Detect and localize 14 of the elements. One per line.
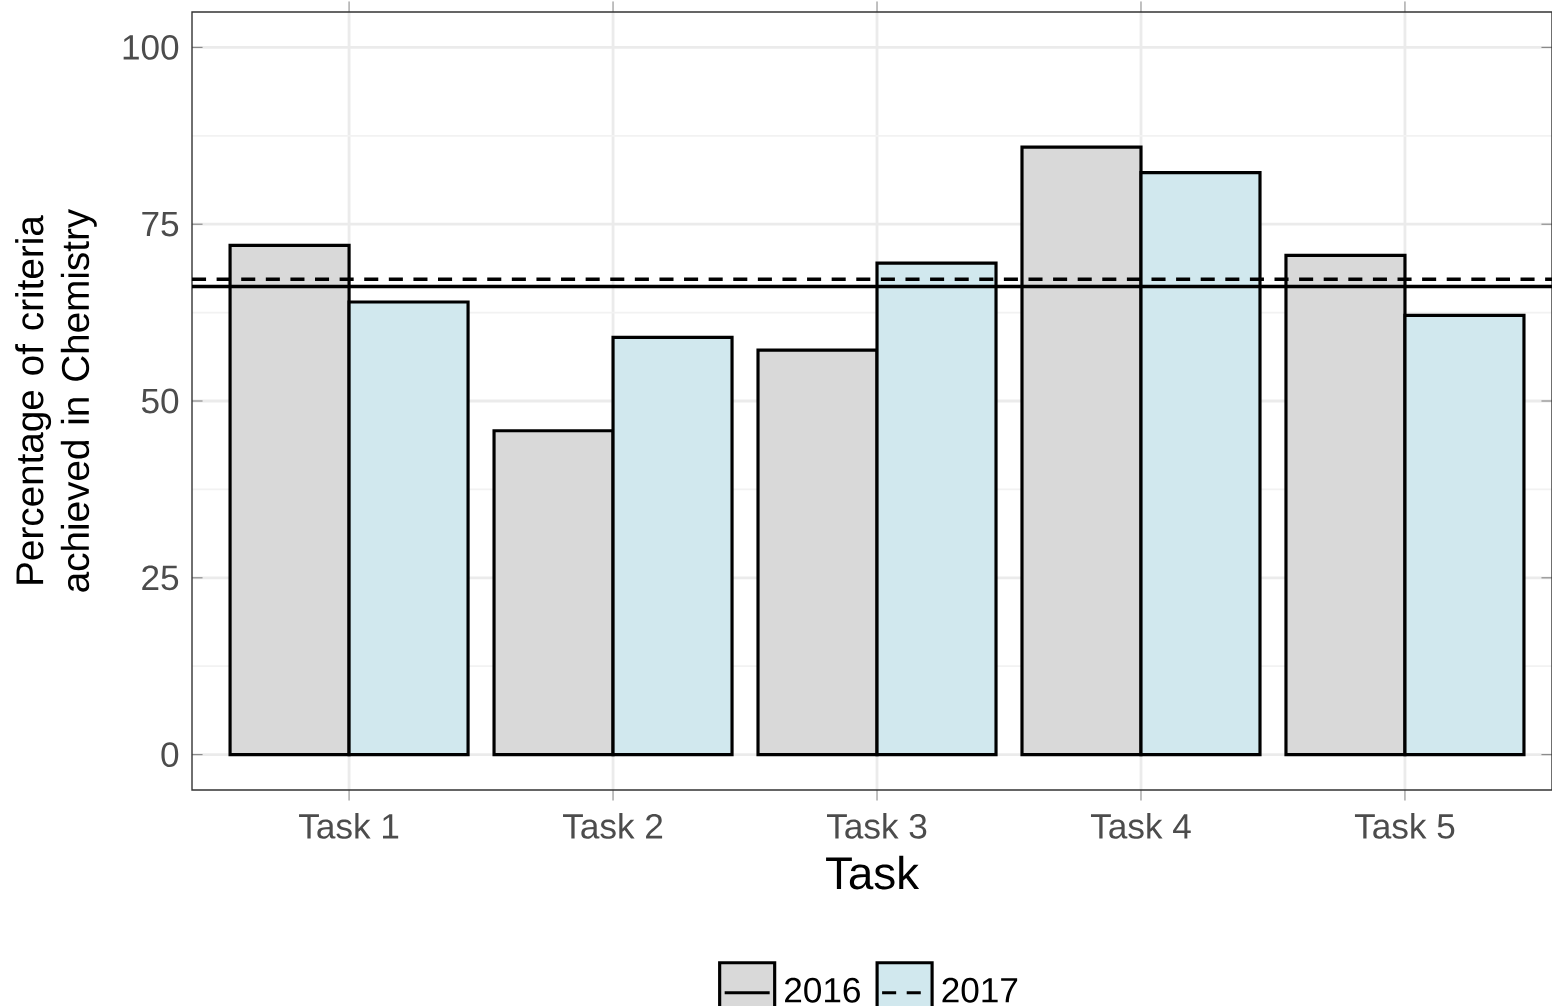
y-tick-label: 0 [161, 742, 179, 768]
legend-label: 2017 [942, 977, 1018, 1003]
legend-label: 2016 [785, 977, 860, 1003]
x-tick-label: Task 1 [299, 812, 399, 839]
y-tick-label: 25 [142, 565, 179, 591]
y-tick-label: 100 [123, 34, 179, 60]
x-tick-label: Task 3 [827, 812, 927, 839]
x-tick-label: Task 5 [1354, 812, 1455, 839]
x-axis-title: Task [826, 855, 920, 890]
y-axis-title: Percentage of criteria achieved in Chemistry [15, 208, 97, 592]
y-tick-label: 50 [141, 388, 179, 414]
y-tick-label: 75 [142, 211, 179, 237]
x-tick-label: Task 2 [563, 812, 663, 839]
x-tick-label: Task 4 [1090, 812, 1191, 839]
